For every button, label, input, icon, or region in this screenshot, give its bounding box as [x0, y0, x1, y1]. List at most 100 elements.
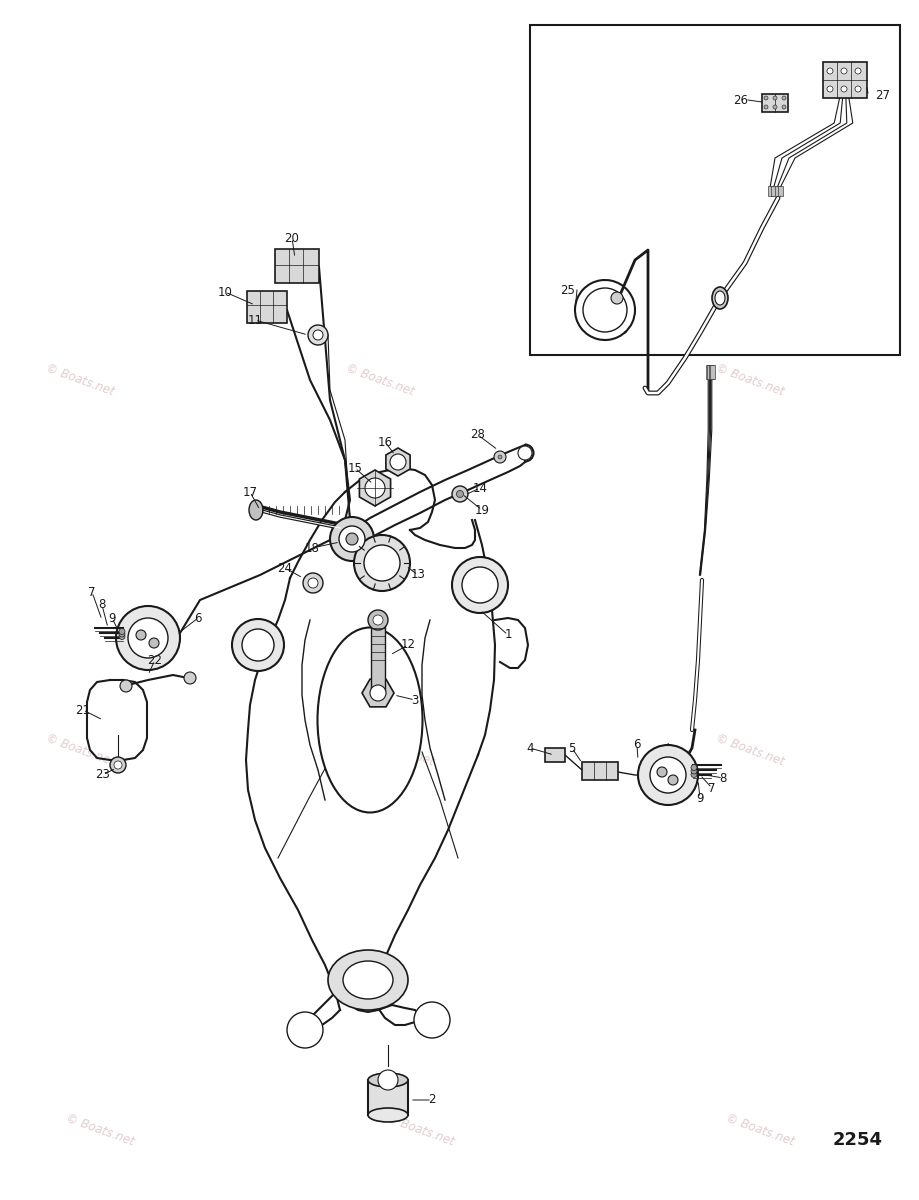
Polygon shape — [385, 448, 410, 476]
Text: 8: 8 — [719, 772, 726, 785]
Polygon shape — [359, 470, 391, 506]
Bar — [370, 623, 384, 692]
Text: 17: 17 — [243, 486, 257, 498]
Polygon shape — [361, 679, 393, 707]
Text: © Boats.net: © Boats.net — [344, 361, 415, 398]
Bar — [582, 762, 618, 780]
Bar — [771, 186, 776, 196]
Text: 9: 9 — [696, 792, 703, 804]
Circle shape — [772, 106, 777, 109]
Circle shape — [781, 106, 785, 109]
Circle shape — [346, 533, 357, 545]
Text: 22: 22 — [147, 654, 163, 666]
Circle shape — [378, 1070, 398, 1090]
Text: 23: 23 — [96, 768, 110, 781]
Text: 1: 1 — [504, 629, 511, 642]
Circle shape — [840, 68, 846, 74]
Circle shape — [354, 535, 410, 590]
Bar — [368, 1080, 407, 1115]
Ellipse shape — [328, 950, 407, 1010]
Text: 5: 5 — [568, 742, 575, 755]
Text: 27: 27 — [874, 89, 889, 102]
Bar — [529, 25, 899, 355]
Ellipse shape — [368, 1073, 407, 1087]
Circle shape — [184, 672, 196, 684]
Circle shape — [650, 757, 686, 793]
Bar — [275, 250, 319, 283]
Circle shape — [119, 680, 131, 692]
Bar — [777, 186, 782, 196]
Circle shape — [242, 629, 274, 661]
Text: © Boats.net: © Boats.net — [713, 361, 785, 398]
Circle shape — [854, 68, 860, 74]
Circle shape — [128, 618, 168, 658]
Circle shape — [610, 292, 622, 304]
Text: © Boats.net: © Boats.net — [364, 732, 436, 768]
Text: 8: 8 — [98, 599, 106, 612]
Circle shape — [456, 491, 463, 498]
Circle shape — [149, 638, 159, 648]
Text: 25: 25 — [560, 283, 574, 296]
Circle shape — [119, 629, 125, 635]
Text: 13: 13 — [410, 569, 425, 582]
Circle shape — [461, 566, 497, 602]
Text: 15: 15 — [347, 462, 362, 474]
Text: 3: 3 — [411, 694, 418, 707]
Bar — [544, 748, 564, 762]
Bar — [707, 365, 711, 379]
Text: © Boats.net: © Boats.net — [44, 361, 116, 398]
Text: 12: 12 — [400, 638, 415, 652]
Ellipse shape — [714, 290, 724, 305]
Text: 7: 7 — [88, 586, 96, 599]
Circle shape — [690, 772, 697, 778]
Bar — [706, 365, 710, 379]
Circle shape — [330, 517, 374, 560]
Circle shape — [637, 745, 698, 805]
Circle shape — [583, 288, 627, 332]
Circle shape — [308, 325, 328, 346]
Circle shape — [854, 86, 860, 92]
Text: 14: 14 — [472, 481, 487, 494]
Circle shape — [656, 767, 666, 778]
Text: 6: 6 — [632, 738, 640, 751]
Text: 6: 6 — [194, 612, 201, 624]
Text: 16: 16 — [377, 436, 392, 449]
Circle shape — [369, 685, 386, 701]
Circle shape — [840, 86, 846, 92]
Text: 26: 26 — [732, 94, 747, 107]
Text: 7: 7 — [708, 781, 715, 794]
Bar — [767, 186, 772, 196]
Circle shape — [826, 68, 832, 74]
Circle shape — [517, 446, 531, 460]
Circle shape — [414, 1002, 449, 1038]
Bar — [709, 365, 714, 379]
Text: 19: 19 — [474, 504, 489, 516]
Ellipse shape — [317, 628, 422, 812]
Text: © Boats.net: © Boats.net — [723, 1111, 795, 1148]
Circle shape — [116, 606, 180, 670]
Circle shape — [136, 630, 146, 640]
Circle shape — [772, 96, 777, 100]
Bar — [246, 292, 287, 323]
Text: 18: 18 — [304, 541, 319, 554]
Circle shape — [451, 486, 468, 502]
Ellipse shape — [249, 500, 263, 520]
Circle shape — [372, 614, 382, 625]
Circle shape — [763, 106, 767, 109]
Circle shape — [119, 634, 125, 640]
Circle shape — [308, 578, 318, 588]
Text: 2254: 2254 — [832, 1130, 882, 1148]
Circle shape — [302, 572, 323, 593]
Circle shape — [110, 757, 126, 773]
Ellipse shape — [368, 1108, 407, 1122]
Bar — [774, 186, 779, 196]
Circle shape — [494, 451, 505, 463]
Circle shape — [451, 557, 507, 613]
Circle shape — [119, 631, 125, 637]
Text: 21: 21 — [75, 703, 90, 716]
Text: © Boats.net: © Boats.net — [64, 1111, 136, 1148]
Circle shape — [763, 96, 767, 100]
Circle shape — [690, 768, 697, 774]
Text: 11: 11 — [247, 313, 262, 326]
Text: 4: 4 — [526, 742, 533, 755]
